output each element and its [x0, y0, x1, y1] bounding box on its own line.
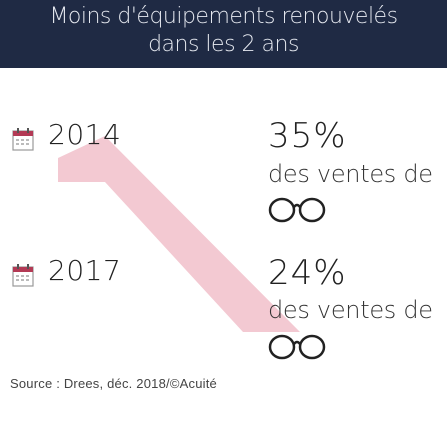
- calendar-icon: [12, 128, 34, 151]
- percent-2014: 35%: [268, 116, 347, 156]
- eyeglasses-icon: [268, 197, 326, 223]
- calendar-icon: [12, 264, 34, 287]
- eyeglasses-icon: [268, 334, 326, 360]
- title-banner: Moins d'équipements renouvelés dans les …: [0, 0, 447, 68]
- title-line-1: Moins d'équipements renouvelés: [49, 4, 398, 29]
- title-line-2: dans les 2 ans: [148, 32, 299, 57]
- percent-2017: 24%: [268, 253, 347, 293]
- source-caption: Source : Drees, déc. 2018/©Acuité: [10, 376, 217, 391]
- description-2014: des ventes de: [268, 160, 433, 188]
- year-2014: 2014: [48, 118, 122, 151]
- description-2017: des ventes de: [268, 296, 433, 324]
- year-2017: 2017: [48, 254, 122, 287]
